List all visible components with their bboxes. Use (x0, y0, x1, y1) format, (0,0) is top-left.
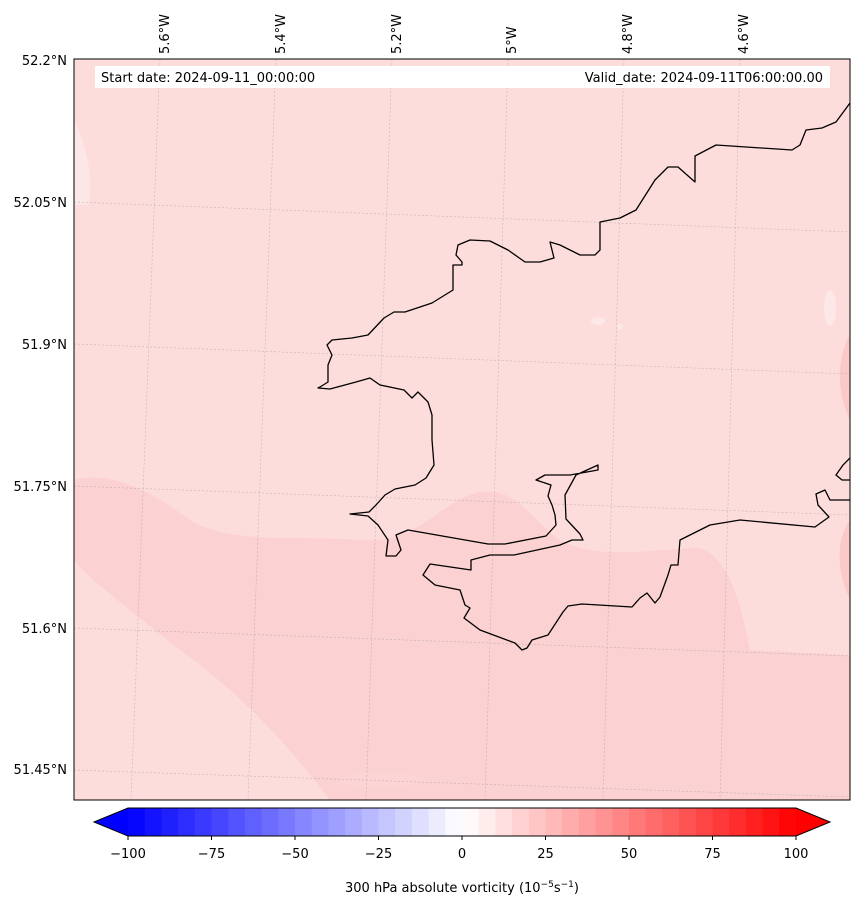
colorbar-tick-label: 50 (621, 847, 638, 862)
colorbar-segment (528, 808, 547, 836)
colorbar-tick-label: −50 (281, 847, 308, 862)
colorbar-tick-label: 25 (537, 847, 554, 862)
gridlines (74, 59, 850, 800)
valid-date-label: Valid_date: 2024-09-11T06:00:00.00 (585, 71, 823, 86)
colorbar-segment (161, 808, 179, 836)
meridian-5.6W (130, 59, 161, 800)
colorbar-segment (211, 808, 229, 836)
lon-label: 5.6°W (158, 14, 173, 54)
colorbar-segment (662, 808, 680, 836)
colorbar-ticks: −100 −75 −50 −25 0 25 50 75 100 (110, 836, 808, 862)
lat-label: 52.2°N (22, 54, 67, 69)
colorbar-segment (411, 808, 430, 836)
colorbar-segment (295, 808, 313, 836)
colorbar-min-extension (94, 808, 128, 836)
vorticity-field-spot (340, 772, 420, 788)
colorbar-segment (779, 808, 797, 836)
colorbar-tick-label: −25 (365, 847, 392, 862)
colorbar-segment (762, 808, 780, 836)
colorbar-segment (428, 808, 446, 836)
lon-label: 5°W (505, 26, 520, 54)
date-info-box (95, 66, 830, 88)
lon-label: 5.2°W (390, 14, 405, 54)
vorticity-field-spot (824, 290, 836, 326)
colorbar-segment (695, 808, 714, 836)
parallel-51.45N (74, 769, 850, 798)
colorbar-segment (562, 808, 580, 836)
latitude-labels: 52.2°N 52.05°N 51.9°N 51.75°N 51.6°N 51.… (14, 54, 67, 778)
colorbar-tick-label: 75 (704, 847, 721, 862)
colorbar-segment (278, 808, 296, 836)
lat-label: 51.75°N (14, 480, 67, 495)
colorbar-tick-label: 0 (458, 847, 466, 862)
colorbar-segment (395, 808, 413, 836)
lon-label: 4.8°W (621, 14, 636, 54)
meridian-5.2W (365, 59, 393, 800)
colorbar-segments (128, 808, 797, 836)
colorbar-segment (729, 808, 747, 836)
colorbar-segment (478, 808, 496, 836)
parallel-52.05N (74, 201, 850, 233)
colorbar-tick-label: −75 (198, 847, 225, 862)
meridian-4.6W (719, 59, 741, 800)
colorbar-segment (445, 808, 463, 836)
lon-label: 4.6°W (737, 14, 752, 54)
colorbar-segment (745, 808, 764, 836)
colorbar-segment (495, 808, 513, 836)
map-frame (73, 58, 851, 801)
lat-label: 51.6°N (22, 622, 67, 637)
lon-label: 5.4°W (274, 14, 289, 54)
parallel-51.6N (74, 627, 850, 657)
coastline-east-segment (835, 457, 850, 481)
parallel-51.75N (74, 485, 850, 516)
vorticity-field-band (74, 477, 850, 800)
colorbar-segment (712, 808, 730, 836)
vorticity-field-faint (74, 120, 91, 205)
map-panel (74, 59, 850, 800)
parallel-51.9N (74, 343, 850, 375)
colorbar-label: 300 hPa absolute vorticity (10−5s−1) (345, 880, 579, 896)
colorbar-segment (679, 808, 697, 836)
colorbar-segment (228, 808, 246, 836)
colorbar-segment (261, 808, 279, 836)
coastline (317, 102, 850, 651)
lat-label: 51.45°N (14, 763, 67, 778)
lat-label: 51.9°N (22, 338, 67, 353)
colorbar-segment (545, 808, 563, 836)
colorbar-segment (378, 808, 396, 836)
colorbar-segment (328, 808, 346, 836)
colorbar-segment (178, 808, 196, 836)
meridian-4.8W (602, 59, 625, 800)
colorbar: −100 −75 −50 −25 0 25 50 75 100 300 hPa absolute… (92, 807, 832, 896)
vorticity-field-spot (591, 317, 605, 325)
longitude-labels: 5.6°W 5.4°W 5.2°W 5°W 4.8°W 4.6°W (158, 14, 752, 54)
colorbar-segment (595, 808, 613, 836)
colorbar-segment (462, 808, 480, 836)
vorticity-field-strip-east (839, 335, 850, 420)
colorbar-segment (361, 808, 380, 836)
start-date-label: Start date: 2024-09-11_00:00:00 (101, 71, 315, 86)
colorbar-segment (144, 808, 162, 836)
colorbar-segment (578, 808, 597, 836)
colorbar-segment (612, 808, 630, 836)
colorbar-segment (128, 808, 146, 836)
colorbar-segment (244, 808, 263, 836)
colorbar-segment (345, 808, 363, 836)
colorbar-segment (512, 808, 530, 836)
vorticity-field-strip-east2 (839, 520, 850, 600)
meridian-5W (484, 59, 509, 800)
colorbar-tick-label: 100 (784, 847, 809, 862)
colorbar-segment (194, 808, 213, 836)
colorbar-segment (645, 808, 663, 836)
lat-label: 52.05°N (14, 196, 67, 211)
colorbar-segment (629, 808, 647, 836)
colorbar-tick-label: −100 (110, 847, 146, 862)
vorticity-field-spot (617, 324, 623, 330)
meridian-5.4W (247, 59, 277, 800)
colorbar-segment (311, 808, 329, 836)
colorbar-max-extension (796, 808, 830, 836)
